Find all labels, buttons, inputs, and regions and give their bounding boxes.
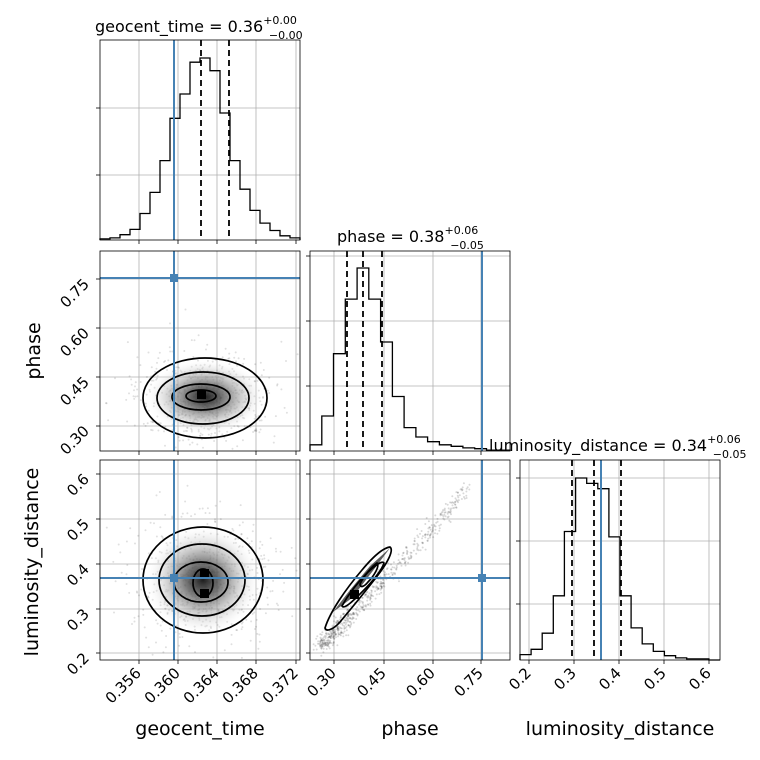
xtick-label: 0.4 bbox=[595, 664, 625, 694]
gridlines bbox=[310, 251, 510, 451]
xtick-label: 0.60 bbox=[402, 664, 438, 700]
axes-frame bbox=[519, 459, 721, 661]
contour-outer bbox=[142, 526, 264, 634]
title-luminosity_distance: luminosity_distance = 0.34+0.06 −0.05 bbox=[489, 433, 747, 461]
panel-luminosity_distance-hist: 0.2 0.3 0.4 0.5 0.6 luminosity_distance … bbox=[489, 433, 747, 740]
panel-phase-vs-geocent_time: 0.30 0.45 0.60 0.75 phase bbox=[23, 250, 301, 458]
xtick-label: 0.360 bbox=[141, 664, 184, 707]
gridlines bbox=[100, 40, 300, 240]
xtick-label: 0.364 bbox=[180, 664, 223, 707]
xtick-label: 0.5 bbox=[640, 664, 670, 694]
ytick-label: 0.6 bbox=[63, 470, 93, 500]
ytick-label: 0.45 bbox=[56, 373, 92, 409]
density-peak bbox=[200, 589, 209, 598]
axes-frame bbox=[99, 459, 301, 661]
panel-luminosity_distance-vs-phase: 0.30 0.45 0.60 0.75 phase bbox=[303, 459, 511, 740]
ticks bbox=[306, 473, 482, 664]
ytick-label: 0.60 bbox=[56, 324, 92, 360]
axes-frame bbox=[309, 459, 511, 661]
ylabel-luminosity_distance: luminosity_distance bbox=[21, 468, 43, 657]
axes-frame bbox=[309, 250, 511, 452]
ytick-label: 0.4 bbox=[63, 560, 93, 590]
ytick-label: 0.75 bbox=[56, 275, 92, 311]
title-geocent_time: geocent_time = 0.36+0.00 −0.00 bbox=[95, 14, 303, 42]
xtick-label: 0.30 bbox=[303, 664, 339, 700]
ytick-label: 0.5 bbox=[63, 515, 93, 545]
density-peak bbox=[197, 390, 206, 399]
histogram-phase bbox=[309, 267, 511, 451]
xtick-label: 0.356 bbox=[102, 664, 145, 707]
contour-outer bbox=[324, 546, 393, 631]
scatter-luminosity_distance-phase bbox=[312, 482, 471, 657]
ytick-label: 0.3 bbox=[63, 605, 93, 635]
xtick-label: 0.75 bbox=[450, 664, 486, 700]
ticks bbox=[96, 473, 297, 664]
xtick-label: 0.6 bbox=[685, 664, 715, 694]
density-peak bbox=[200, 569, 209, 578]
xtick-label: 0.3 bbox=[550, 664, 580, 694]
ticks bbox=[306, 255, 482, 455]
xtick-label: 0.372 bbox=[259, 664, 302, 707]
xlabel-phase: phase bbox=[381, 718, 438, 740]
histogram-luminosity_distance bbox=[519, 477, 720, 661]
ytick-label: 0.30 bbox=[56, 422, 92, 458]
contour-middle bbox=[341, 561, 385, 608]
contour-outer bbox=[142, 357, 268, 439]
xtick-label: 0.2 bbox=[505, 664, 535, 694]
contour-inner bbox=[171, 383, 231, 411]
ticks bbox=[96, 107, 297, 244]
ticks bbox=[96, 278, 297, 455]
panel-phase-hist: phase = 0.38+0.06 −0.05 bbox=[306, 224, 511, 455]
contour-middle bbox=[158, 543, 246, 617]
density-peak bbox=[350, 590, 359, 599]
histogram-geocent_time bbox=[99, 57, 301, 240]
ylabel-phase: phase bbox=[23, 322, 45, 379]
ytick-label: 0.2 bbox=[63, 649, 93, 679]
truth-point bbox=[170, 274, 178, 282]
panel-luminosity_distance-vs-geocent_time: 0.2 0.3 0.4 0.5 0.6 0.356 0.360 0.364 0.… bbox=[21, 459, 302, 740]
truth-point bbox=[170, 574, 178, 582]
xlabel-geocent_time: geocent_time bbox=[135, 718, 264, 740]
truth-point bbox=[478, 574, 486, 582]
axes-frame bbox=[99, 250, 301, 452]
title-phase: phase = 0.38+0.06 −0.05 bbox=[337, 224, 484, 252]
axes-frame bbox=[99, 39, 301, 241]
contour-inner bbox=[359, 561, 379, 588]
gridlines bbox=[310, 460, 510, 660]
xtick-label: 0.368 bbox=[219, 664, 262, 707]
xlabel-luminosity_distance: luminosity_distance bbox=[526, 718, 715, 740]
ticks bbox=[516, 477, 710, 664]
panel-geocent_time-hist: geocent_time = 0.36+0.00 −0.00 bbox=[95, 14, 303, 244]
xtick-label: 0.45 bbox=[353, 664, 389, 700]
contour-middle bbox=[156, 371, 250, 425]
